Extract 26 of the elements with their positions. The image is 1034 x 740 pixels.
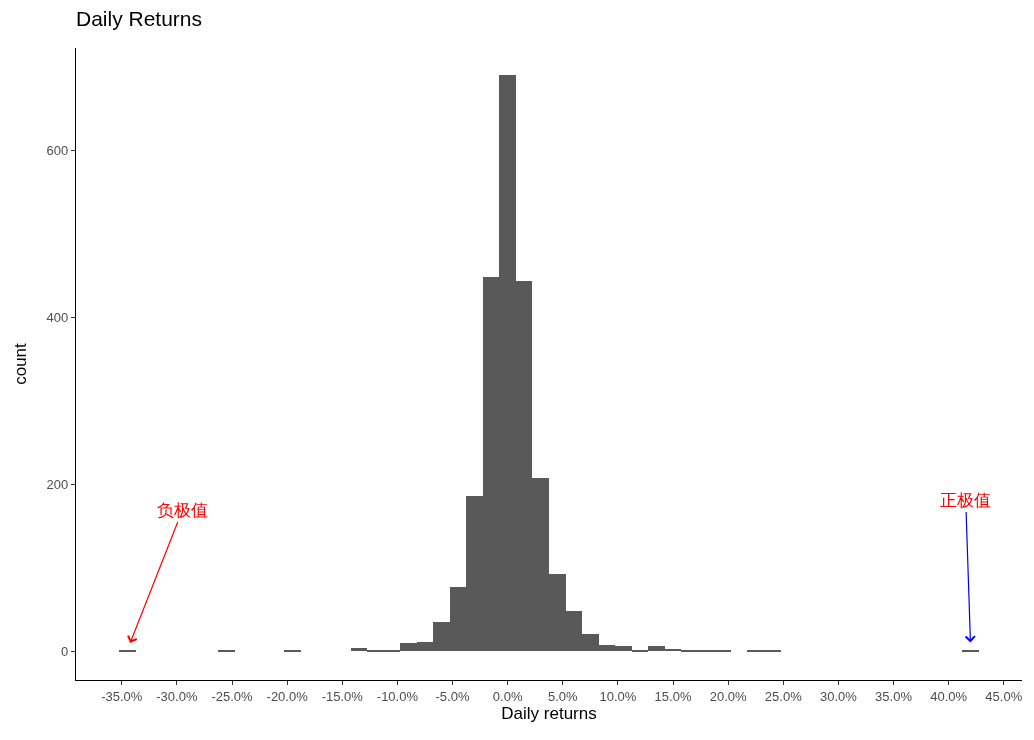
x-tick-label: 30.0% [819,688,858,704]
chart-title: Daily Returns [76,6,203,30]
x-tick-label: 35.0% [875,688,913,704]
x-tick-label: -25.0% [211,688,254,704]
annotation: 负极值 [157,500,208,520]
x-axis-title: Daily returns [501,704,597,724]
x-tick-label: 15.0% [654,688,692,704]
x-tick-label: -20.0% [266,688,309,704]
x-tick-label: 45.0% [985,688,1023,704]
x-tick-label: -5.0% [435,688,470,704]
y-tick-label: 200 [46,476,69,492]
y-axis-title: count [11,342,31,385]
x-tick-label: -15.0% [321,688,364,704]
y-tick-label: 400 [46,309,69,325]
x-tick-label: -35.0% [101,688,143,704]
x-tick-label: 40.0% [930,688,968,704]
x-tick-label: 0.0% [492,688,523,704]
x-tick-label: 25.0% [764,688,803,704]
x-tick-label: 10.0% [599,688,637,704]
x-tick-label: 5.0% [547,688,579,704]
x-tick-label: -30.0% [156,688,198,704]
y-tick-label: 600 [46,142,69,158]
y-tick-label: 0 [61,643,69,659]
x-tick-label: -10.0% [376,688,419,704]
annotation: 正极值 [940,490,991,510]
x-tick-label: 20.0% [709,688,748,704]
